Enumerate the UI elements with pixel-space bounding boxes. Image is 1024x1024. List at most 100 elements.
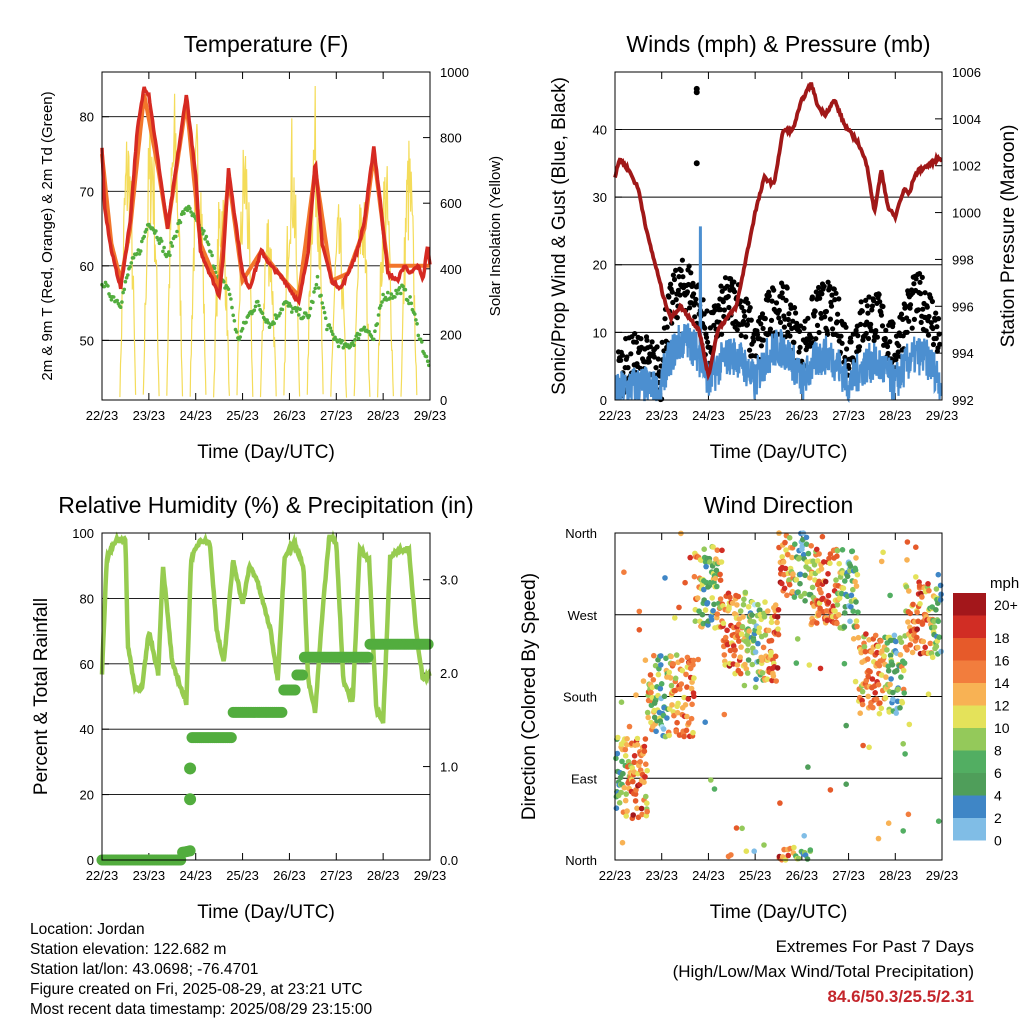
colorbar-swatch xyxy=(953,615,986,638)
direction-point xyxy=(695,656,701,663)
y2-tick-label: 1000 xyxy=(952,206,981,221)
gust-point xyxy=(838,333,844,339)
gust-point xyxy=(646,359,652,365)
dewpoint-point xyxy=(316,286,321,290)
y-tick-label: 60 xyxy=(80,657,94,672)
direction-point xyxy=(662,575,668,581)
gust-point xyxy=(874,334,881,340)
gust-point xyxy=(896,343,902,349)
gust-point xyxy=(791,305,798,311)
dewpoint-point xyxy=(340,339,344,343)
direction-point xyxy=(686,720,692,726)
humidity-panel: Relative Humidity (%) & Precipitation (i… xyxy=(31,492,474,923)
direction-point xyxy=(805,764,811,770)
direction-point xyxy=(685,696,692,702)
x-tick-label: 24/23 xyxy=(692,408,725,423)
gust-point xyxy=(691,291,697,297)
direction-point xyxy=(818,566,825,572)
direction-point xyxy=(909,649,916,656)
direction-point xyxy=(919,594,925,600)
direction-point xyxy=(874,649,880,656)
direction-point xyxy=(619,839,626,846)
dewpoint-point xyxy=(252,308,257,313)
gust-point xyxy=(923,328,929,334)
y-tick-label: 40 xyxy=(593,122,607,137)
gust-point xyxy=(758,343,765,349)
direction-point xyxy=(859,688,866,695)
direction-point xyxy=(702,719,708,725)
dewpoint-point xyxy=(329,329,334,334)
direction-point xyxy=(821,559,827,565)
direction-point xyxy=(893,638,899,645)
dewpoint-point xyxy=(362,325,367,330)
gust-point xyxy=(662,316,668,322)
y2-axis-label: Station Pressure (Maroon) xyxy=(998,125,1019,348)
direction-point xyxy=(739,825,745,832)
direction-point xyxy=(701,586,707,593)
colorbar-swatch xyxy=(953,728,986,751)
gust-point xyxy=(813,336,819,342)
dewpoint-point xyxy=(128,265,132,269)
direction-point xyxy=(638,805,645,812)
direction-point xyxy=(737,670,744,677)
direction-point xyxy=(897,705,903,711)
direction-point xyxy=(836,560,842,567)
y-axis-label: 2m & 9m T (Red, Orange) & 2m Td (Green) xyxy=(39,91,56,380)
gust-point xyxy=(766,293,772,299)
direction-point xyxy=(651,652,657,659)
gust-point xyxy=(693,160,700,167)
gust-point xyxy=(748,317,754,323)
x-tick-label: 26/23 xyxy=(786,408,819,423)
direction-point xyxy=(624,736,630,742)
direction-point xyxy=(737,608,744,614)
gust-point xyxy=(928,320,934,326)
x-tick-label: 27/23 xyxy=(320,408,353,423)
dewpoint-point xyxy=(226,287,231,292)
gust-point xyxy=(822,314,828,320)
direction-point xyxy=(938,591,944,598)
direction-point xyxy=(847,563,854,569)
x-tick-label: 25/23 xyxy=(226,868,259,883)
direction-point xyxy=(834,602,841,608)
direction-point xyxy=(933,586,940,592)
direction-point xyxy=(722,634,729,641)
direction-point xyxy=(913,574,919,580)
dewpoint-point xyxy=(162,245,166,250)
dewpoint-point xyxy=(174,234,178,239)
direction-point xyxy=(683,671,689,678)
direction-point xyxy=(736,638,742,644)
direction-point xyxy=(806,662,813,668)
x-tick-label: 22/23 xyxy=(86,408,119,423)
direction-point xyxy=(684,684,690,690)
direction-point xyxy=(816,551,822,557)
y-axis-label: Percent & Total Rainfall xyxy=(31,598,52,795)
direction-point xyxy=(875,835,882,842)
direction-point xyxy=(676,604,682,611)
direction-point xyxy=(904,557,910,563)
gust-point xyxy=(898,311,905,317)
dewpoint-point xyxy=(212,266,217,271)
solar-trace xyxy=(283,118,301,397)
gust-point xyxy=(644,337,650,343)
direction-point xyxy=(802,598,808,604)
gust-series xyxy=(614,85,943,403)
gust-point xyxy=(647,344,654,350)
colorbar-label: 0 xyxy=(994,833,1002,849)
direction-point xyxy=(926,587,932,594)
y-tick-label: 30 xyxy=(593,190,607,205)
direction-point xyxy=(853,555,859,561)
gust-point xyxy=(702,325,708,331)
dewpoint-point xyxy=(131,255,136,260)
gust-point xyxy=(704,308,710,314)
direction-point xyxy=(717,596,724,602)
dewpoint-point xyxy=(415,322,419,326)
direction-point xyxy=(765,627,772,634)
precip-point xyxy=(225,732,237,744)
direction-point xyxy=(626,723,633,730)
precip-point xyxy=(184,762,197,775)
gust-point xyxy=(673,297,679,303)
dewpoint-point xyxy=(169,241,173,245)
gust-point xyxy=(768,317,775,323)
direction-point xyxy=(669,702,675,708)
plot-frame xyxy=(101,71,431,401)
